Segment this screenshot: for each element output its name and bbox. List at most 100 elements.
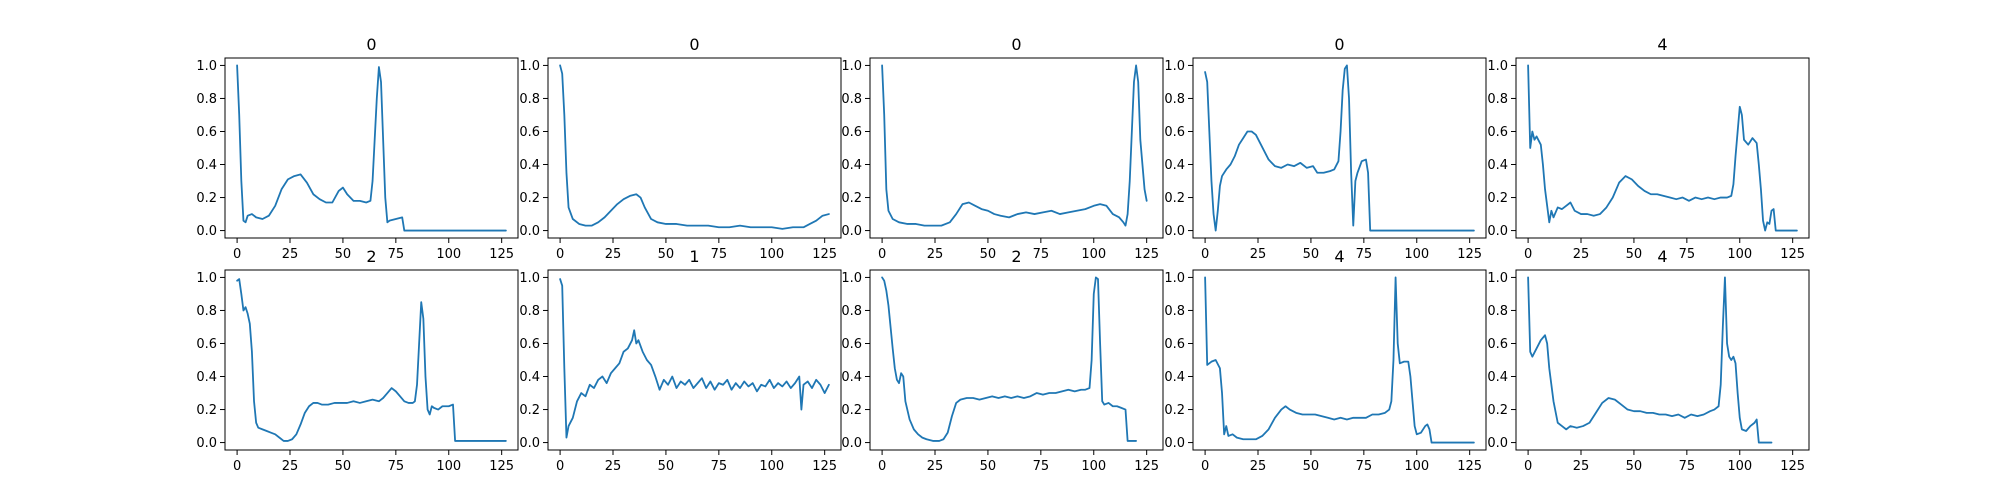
subplot-title: 0 [689,35,699,54]
x-tick-label: 25 [927,459,944,474]
y-tick-label: 0.8 [519,92,540,107]
x-tick-label: 25 [282,247,299,262]
y-tick-label: 0.4 [841,158,862,173]
axes-frame [547,57,842,239]
x-tick-label: 125 [1780,247,1805,262]
y-tick-label: 0.4 [1487,370,1508,385]
x-tick-label: 100 [1404,459,1429,474]
x-tick-label: 75 [1679,459,1696,474]
y-tick-label: 0.2 [519,191,540,206]
subplot-4: 0 0 25 50 75 100 125 0.0 0.2 0.4 0.6 0.8 1.0 [1164,35,1487,262]
y-tick-label: 0.6 [196,125,217,140]
axes-frame [547,269,842,451]
series-line [881,64,1148,227]
y-tick-label: 0.4 [1164,158,1185,173]
y-tick-label: 0.6 [196,337,217,352]
x-tick-label: 125 [489,247,514,262]
y-tick-label: 0.2 [1164,403,1185,418]
x-tick-label: 75 [1679,247,1696,262]
x-tick-label: 0 [233,459,241,474]
x-tick-label: 0 [878,247,886,262]
y-tick-label: 1.0 [1164,271,1185,286]
x-tick-label: 125 [1457,247,1482,262]
y-tick-label: 0.8 [1164,92,1185,107]
x-tick-label: 100 [1081,459,1106,474]
x-tick-label: 75 [711,459,728,474]
x-tick-label: 25 [605,459,622,474]
subplot-3: 0 0 25 50 75 100 125 0.0 0.2 0.4 0.6 0.8 1.0 [841,35,1164,262]
x-tick-label: 25 [1250,247,1267,262]
x-tick-label: 75 [711,247,728,262]
axes-frame [1515,57,1810,239]
x-tick-label: 125 [1134,459,1159,474]
y-tick-label: 0.2 [196,403,217,418]
x-tick-label: 25 [1250,459,1267,474]
x-tick-label: 25 [1573,459,1590,474]
axes-frame [1515,269,1810,451]
y-tick-label: 0.4 [1487,158,1508,173]
x-tick-label: 75 [388,247,405,262]
subplot-title: 0 [1334,35,1344,54]
x-tick-label: 100 [1404,247,1429,262]
subplot-title: 2 [366,247,376,266]
y-tick-label: 0.6 [1487,337,1508,352]
series-line [1204,276,1475,444]
y-tick-label: 0.4 [519,158,540,173]
x-tick-label: 25 [927,247,944,262]
series-line [236,64,507,232]
y-tick-label: 0.8 [841,304,862,319]
axes-frame [224,269,519,451]
x-tick-label: 100 [1727,247,1752,262]
subplot-7: 1 0 25 50 75 100 125 0.0 0.2 0.4 0.6 0.8 1.0 [519,247,842,474]
subplot-6: 2 0 25 50 75 100 125 0.0 0.2 0.4 0.6 0.8 1.0 [196,247,519,474]
x-tick-label: 50 [658,459,675,474]
x-tick-label: 0 [1201,247,1209,262]
x-tick-label: 0 [1524,459,1532,474]
y-tick-label: 0.0 [519,224,540,239]
x-tick-label: 50 [980,459,997,474]
y-tick-label: 0.2 [1164,191,1185,206]
y-tick-label: 0.6 [1164,337,1185,352]
x-tick-label: 100 [1081,247,1106,262]
x-tick-label: 100 [759,459,784,474]
x-tick-label: 125 [812,247,837,262]
x-tick-label: 75 [1356,459,1373,474]
y-tick-label: 1.0 [519,59,540,74]
y-tick-label: 0.4 [196,158,217,173]
x-tick-label: 100 [436,247,461,262]
series-line [236,278,507,442]
x-tick-label: 75 [1033,247,1050,262]
subplot-5: 4 0 25 50 75 100 125 0.0 0.2 0.4 0.6 0.8 1.0 [1487,35,1810,262]
y-tick-label: 0.8 [196,304,217,319]
x-tick-label: 50 [1303,247,1320,262]
x-tick-label: 50 [335,247,352,262]
y-tick-label: 0.0 [196,224,217,239]
subplot-title: 4 [1657,35,1667,54]
x-tick-label: 75 [388,459,405,474]
series-line [559,64,830,230]
y-tick-label: 0.8 [1164,304,1185,319]
x-tick-label: 50 [980,247,997,262]
subplot-2: 0 0 25 50 75 100 125 0.0 0.2 0.4 0.6 0.8 1.0 [519,35,842,262]
x-tick-label: 75 [1033,459,1050,474]
series-line [1204,64,1475,232]
y-tick-label: 1.0 [196,271,217,286]
y-tick-label: 0.0 [196,436,217,451]
x-tick-label: 25 [282,459,299,474]
subplot-title: 0 [1011,35,1021,54]
y-tick-label: 1.0 [1164,59,1185,74]
x-tick-label: 125 [1780,459,1805,474]
y-tick-label: 0.4 [196,370,217,385]
x-tick-label: 100 [436,459,461,474]
y-tick-label: 0.6 [519,125,540,140]
y-tick-label: 0.2 [519,403,540,418]
x-tick-label: 100 [1727,459,1752,474]
y-tick-label: 0.0 [841,436,862,451]
series-line [559,278,830,439]
y-tick-label: 0.4 [519,370,540,385]
x-tick-label: 50 [335,459,352,474]
x-tick-label: 125 [1134,247,1159,262]
y-tick-label: 1.0 [196,59,217,74]
axes-frame [224,57,519,239]
